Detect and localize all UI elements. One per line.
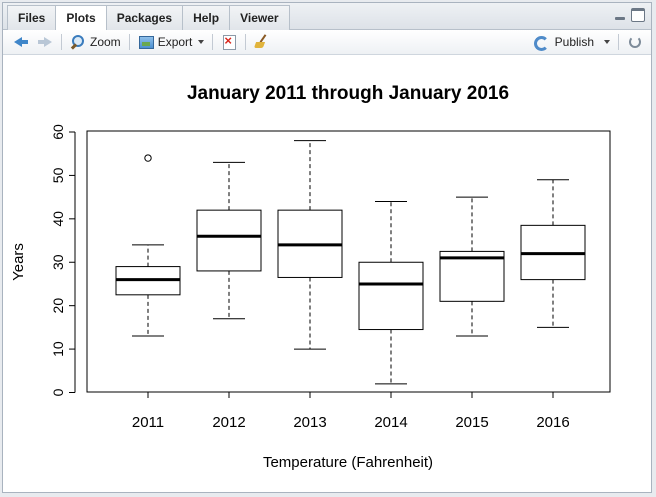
chevron-down-icon (198, 40, 205, 44)
box-2015 (439, 196, 505, 337)
y-tick-label: 30 (50, 254, 66, 270)
box-iqr (439, 250, 505, 302)
x-tick-label: 2014 (374, 414, 407, 431)
chevron-down-icon (604, 40, 610, 44)
clear-all-button[interactable] (250, 31, 274, 53)
zoom-icon (70, 34, 86, 50)
publish-label: Publish (554, 35, 594, 49)
tab-files[interactable]: Files (7, 5, 57, 30)
toolbar-divider (212, 34, 214, 50)
tab-packages[interactable]: Packages (105, 5, 184, 30)
tab-bar: Files Plots Packages Help Viewer (3, 3, 651, 31)
outlier-point (144, 154, 152, 162)
x-axis-label: Temperature (Fahrenheit) (263, 454, 433, 471)
x-tick-label: 2013 (293, 414, 326, 431)
publish-icon (533, 34, 549, 51)
refresh-button[interactable] (623, 31, 647, 53)
y-tick-label: 60 (50, 124, 66, 140)
tab-viewer[interactable]: Viewer (229, 5, 290, 30)
refresh-icon (627, 34, 643, 50)
x-tick-label: 2015 (455, 414, 488, 431)
box-2011 (115, 154, 181, 337)
box-2013 (277, 140, 343, 350)
y-tick-label: 20 (50, 298, 66, 314)
chart-title: January 2011 through January 2016 (187, 83, 509, 104)
boxplot-chart: January 2011 through January 2016 Years … (10, 83, 611, 471)
arrow-left-icon (13, 34, 29, 50)
zoom-button[interactable]: Zoom (66, 31, 125, 53)
x-axis: 2011 2012 2013 2014 2015 2016 (132, 391, 570, 431)
back-button[interactable] (9, 31, 33, 53)
toolbar-divider (245, 34, 247, 50)
export-button[interactable]: Export (134, 31, 209, 53)
x-tick-label: 2011 (132, 414, 164, 431)
remove-plot-icon (221, 33, 237, 50)
boxes (115, 140, 586, 385)
box-2014 (358, 200, 424, 385)
publish-button[interactable]: Publish (529, 31, 614, 53)
tab-plots[interactable]: Plots (55, 5, 107, 31)
y-axis-label: Years (10, 243, 27, 281)
toolbar-divider (618, 34, 619, 50)
tab-help[interactable]: Help (182, 5, 231, 30)
plot-area: January 2011 through January 2016 Years … (3, 55, 651, 492)
minimize-icon[interactable] (613, 8, 627, 22)
toolbar-divider (128, 34, 130, 50)
y-tick-label: 0 (50, 388, 66, 396)
plots-pane: Files Plots Packages Help Viewer Zoom Ex… (2, 2, 652, 493)
y-axis: 0 10 20 30 40 50 60 (50, 124, 76, 396)
export-image-icon (138, 34, 154, 50)
forward-button[interactable] (33, 31, 57, 53)
y-tick-label: 40 (50, 211, 66, 227)
toolbar-divider (61, 34, 62, 50)
zoom-label: Zoom (90, 35, 121, 49)
broom-icon (254, 34, 270, 50)
x-tick-label: 2016 (536, 414, 569, 431)
x-tick-label: 2012 (212, 414, 245, 431)
box-2016 (520, 179, 586, 328)
maximize-icon[interactable] (631, 8, 645, 22)
remove-plot-button[interactable] (217, 31, 241, 53)
box-iqr (358, 261, 424, 331)
arrow-right-icon (37, 34, 53, 50)
y-tick-label: 50 (50, 167, 66, 183)
box-2012 (196, 161, 262, 320)
y-tick-label: 10 (50, 341, 66, 357)
export-label: Export (157, 35, 193, 49)
plots-toolbar: Zoom Export Publish (3, 30, 651, 55)
box-iqr (196, 209, 262, 272)
